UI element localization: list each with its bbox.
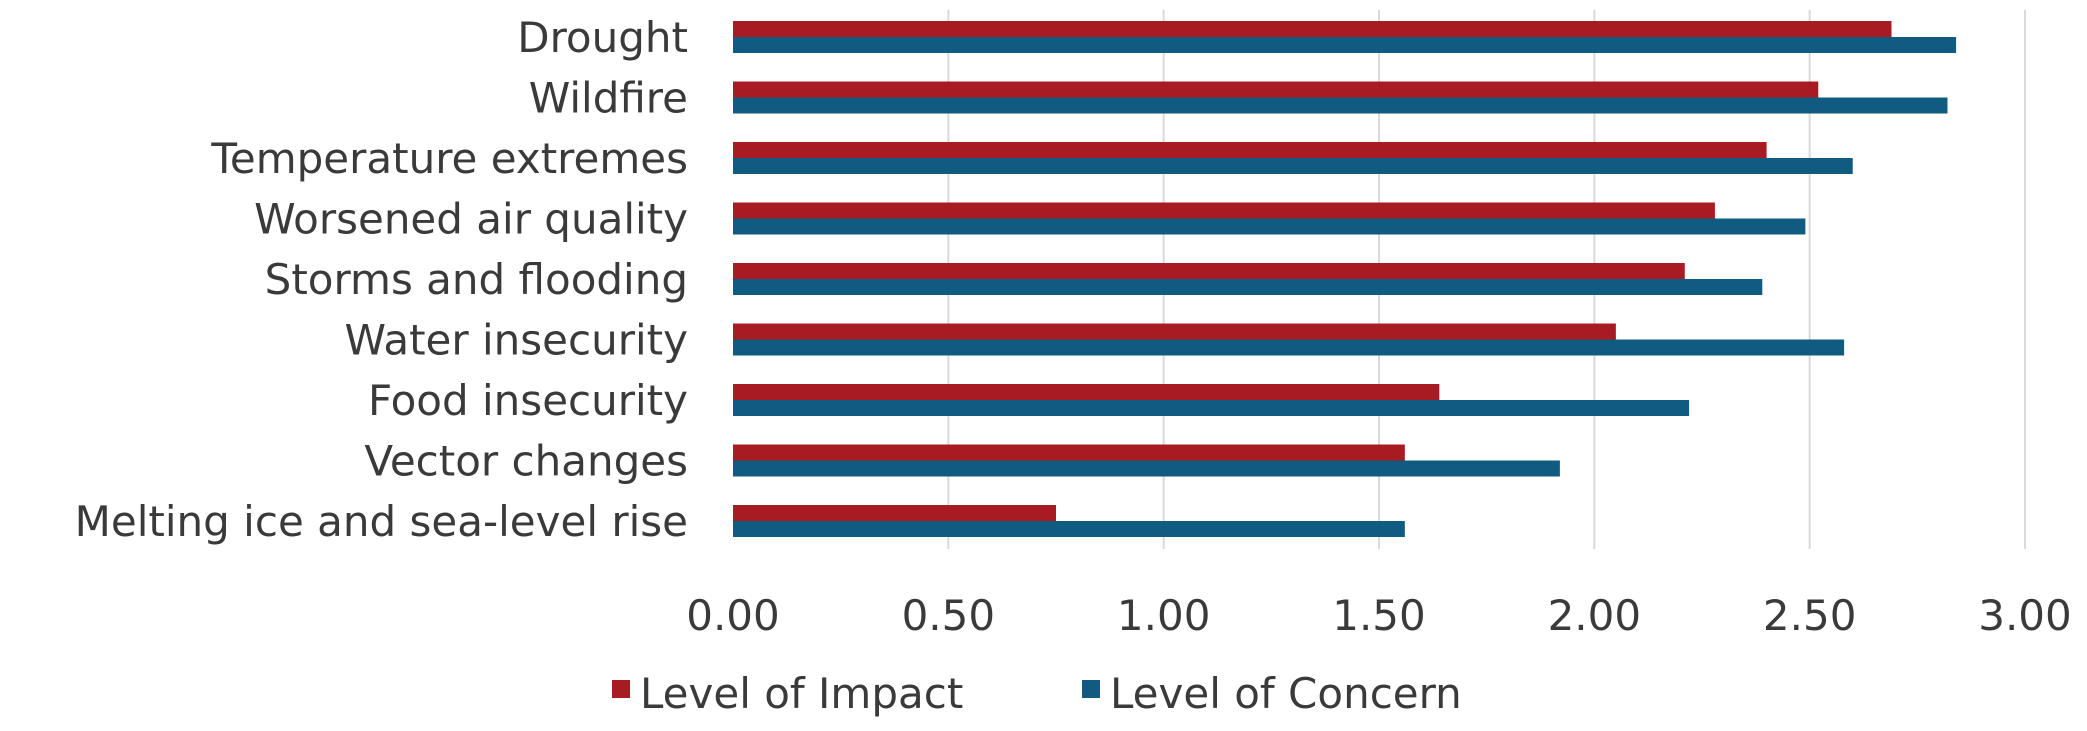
bar-concern [733, 158, 1853, 174]
bar-concern [733, 521, 1405, 537]
bar-impact [733, 505, 1056, 521]
x-tick-label: 3.00 [1978, 591, 2072, 640]
x-tick-label: 0.50 [902, 591, 996, 640]
category-label: Storms and flooding [265, 255, 688, 304]
bar-concern [733, 400, 1690, 416]
category-labels: Drought Wildfire Temperature extremes Worse… [75, 13, 688, 546]
bar-impact [733, 21, 1892, 37]
x-tick-label: 2.00 [1548, 591, 1642, 640]
legend-label-impact: Level of Impact [640, 669, 963, 718]
x-axis-tick-labels: 0.00 0.50 1.00 1.50 2.00 2.50 3.00 [686, 591, 2072, 640]
legend-label-concern: Level of Concern [1110, 669, 1462, 718]
bar-concern [733, 460, 1560, 477]
legend-swatch-impact [612, 680, 630, 698]
x-tick-label: 2.50 [1763, 591, 1857, 640]
category-label: Drought [517, 13, 688, 62]
legend: Level of Impact Level of Concern [612, 669, 1462, 718]
bar-concern [733, 37, 1957, 53]
x-tick-label: 0.00 [686, 591, 780, 640]
bar-impact [733, 444, 1405, 461]
bar-impact [733, 142, 1767, 158]
legend-swatch-concern [1082, 680, 1100, 698]
category-label: Vector changes [364, 437, 688, 486]
bar-concern [733, 339, 1845, 356]
bar-concern [733, 218, 1806, 235]
bar-impact [733, 81, 1819, 98]
category-label: Melting ice and sea-level rise [75, 497, 688, 546]
category-label: Temperature extremes [210, 134, 688, 183]
bar-concern [733, 279, 1763, 295]
bar-concern [733, 97, 1948, 114]
bar-impact [733, 323, 1616, 340]
x-tick-label: 1.50 [1332, 591, 1426, 640]
x-tick-label: 1.00 [1117, 591, 1211, 640]
category-label: Water insecurity [345, 316, 689, 365]
category-label: Wildfire [529, 74, 688, 123]
bar-impact [733, 384, 1440, 400]
category-label: Food insecurity [368, 376, 688, 425]
bars [733, 21, 1957, 537]
category-label: Worsened air quality [254, 195, 688, 244]
bar-impact [733, 202, 1715, 219]
bar-impact [733, 263, 1685, 279]
